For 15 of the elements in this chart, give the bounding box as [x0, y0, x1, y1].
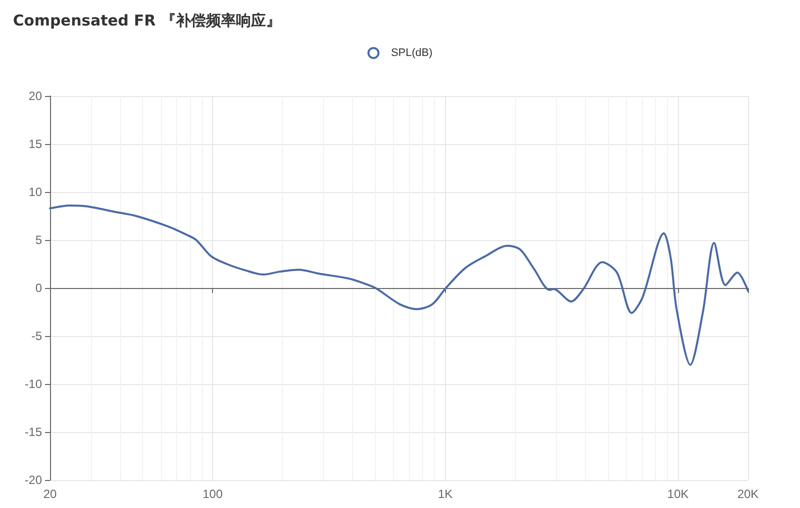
- y-tick-label: 20: [28, 89, 42, 103]
- x-tick-label: 100: [202, 487, 223, 501]
- chart-title: Compensated FR 『补偿频率响应』: [13, 12, 281, 30]
- x-tick-label: 10K: [667, 487, 689, 501]
- y-tick-label: 15: [28, 137, 42, 151]
- y-tick-label: -15: [24, 425, 42, 439]
- y-tick-label: 0: [35, 281, 42, 295]
- x-tick-label: 20K: [737, 487, 759, 501]
- y-tick-label: 10: [28, 185, 42, 199]
- y-tick-label: -20: [24, 473, 42, 487]
- legend-label: SPL(dB): [390, 47, 433, 59]
- y-tick-label: -5: [31, 329, 42, 343]
- x-tick-label: 1K: [438, 487, 453, 501]
- y-tick-label: 5: [35, 233, 42, 247]
- y-tick-label: -10: [24, 377, 42, 391]
